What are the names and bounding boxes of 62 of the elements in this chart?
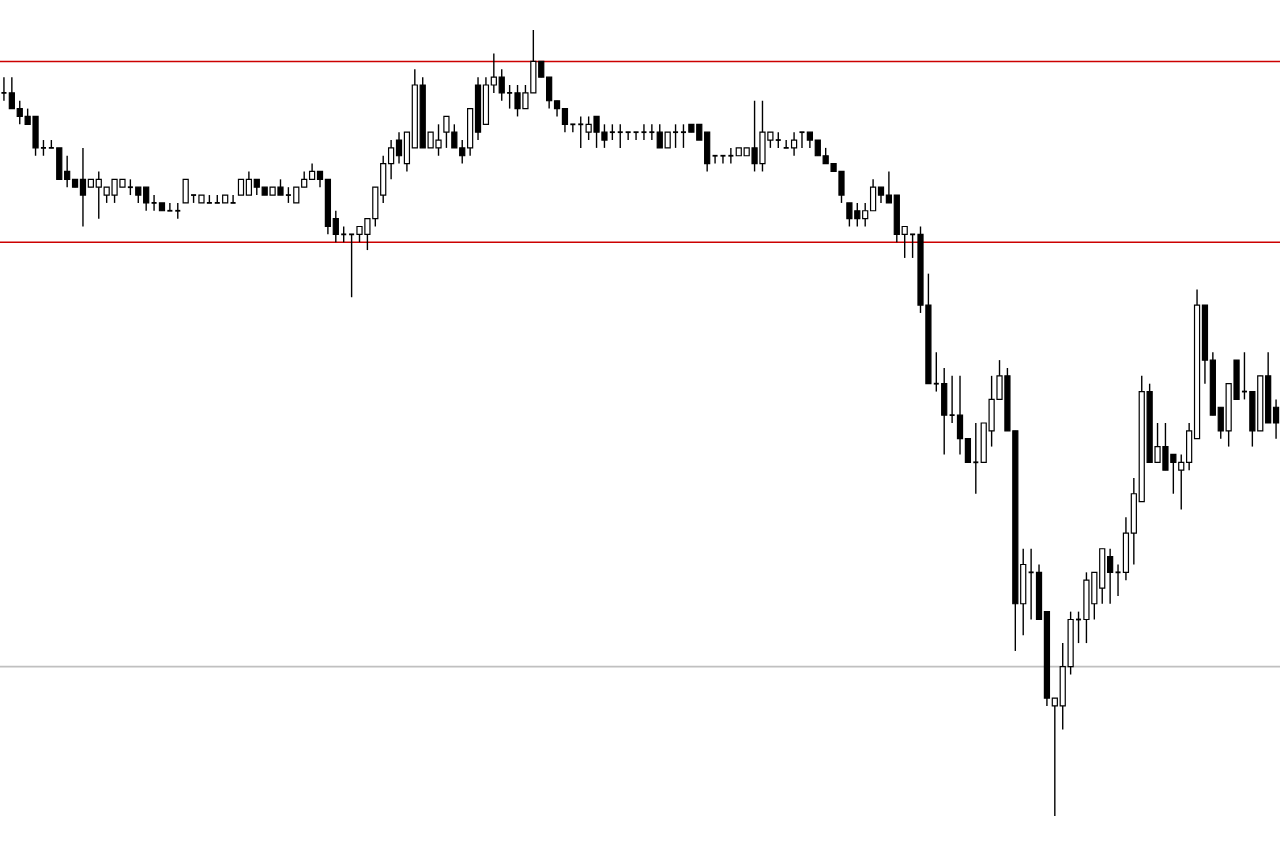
candlestick [348, 233, 356, 298]
candlestick [893, 194, 900, 243]
candlestick [601, 123, 608, 149]
candlestick [656, 123, 663, 149]
candlestick [506, 84, 514, 110]
candlestick [640, 123, 648, 141]
candlestick [561, 107, 569, 133]
candlestick [577, 115, 585, 149]
candlestick [672, 123, 679, 149]
candlestick [143, 186, 150, 212]
candlestick [32, 115, 39, 157]
candlestick [719, 154, 727, 165]
candlestick [1170, 453, 1177, 495]
candlestick [1265, 351, 1272, 424]
candlestick [0, 76, 8, 102]
candlestick [790, 131, 798, 157]
candlestick [648, 123, 656, 141]
candlestick [482, 76, 490, 126]
candlestick [435, 123, 442, 157]
candlestick [838, 170, 845, 204]
candlestick [846, 202, 853, 228]
candlestick [759, 100, 766, 173]
candlestick [514, 84, 521, 118]
candlestick [1099, 548, 1106, 605]
candlestick [680, 123, 687, 149]
candlestick [498, 68, 505, 102]
candlestick [1162, 422, 1169, 471]
candlestick [1083, 571, 1090, 644]
candlestick [56, 147, 63, 180]
candlestick [182, 178, 189, 204]
candlestick [956, 375, 964, 456]
candlestick [1107, 548, 1114, 605]
candlestick [443, 115, 450, 149]
candlestick [727, 147, 735, 165]
candlestick [150, 194, 158, 212]
candlestick [972, 422, 980, 495]
candlestick [704, 131, 711, 173]
candlestick [798, 131, 806, 149]
candlestick [16, 100, 23, 126]
candlestick [1027, 548, 1035, 621]
candlestick [64, 155, 71, 188]
candlestick [624, 131, 632, 141]
candlestick [632, 131, 640, 141]
candlestick [616, 123, 624, 149]
candlestick [395, 131, 403, 165]
candlestick [941, 367, 948, 456]
candlestick [324, 178, 332, 236]
candlestick [95, 170, 102, 220]
candlestick [585, 115, 592, 141]
candlestick [166, 202, 174, 212]
candlestick [593, 115, 600, 149]
candlestick [869, 178, 877, 212]
candlestick [229, 194, 237, 204]
candlestick [782, 139, 790, 149]
candlestick [451, 123, 458, 149]
candlestick [79, 147, 87, 228]
candlestick [245, 170, 253, 196]
candlestick [111, 178, 118, 204]
candlestick [751, 100, 758, 173]
candlestick [474, 76, 482, 141]
candlestick [854, 202, 861, 228]
candlestick [8, 76, 15, 110]
